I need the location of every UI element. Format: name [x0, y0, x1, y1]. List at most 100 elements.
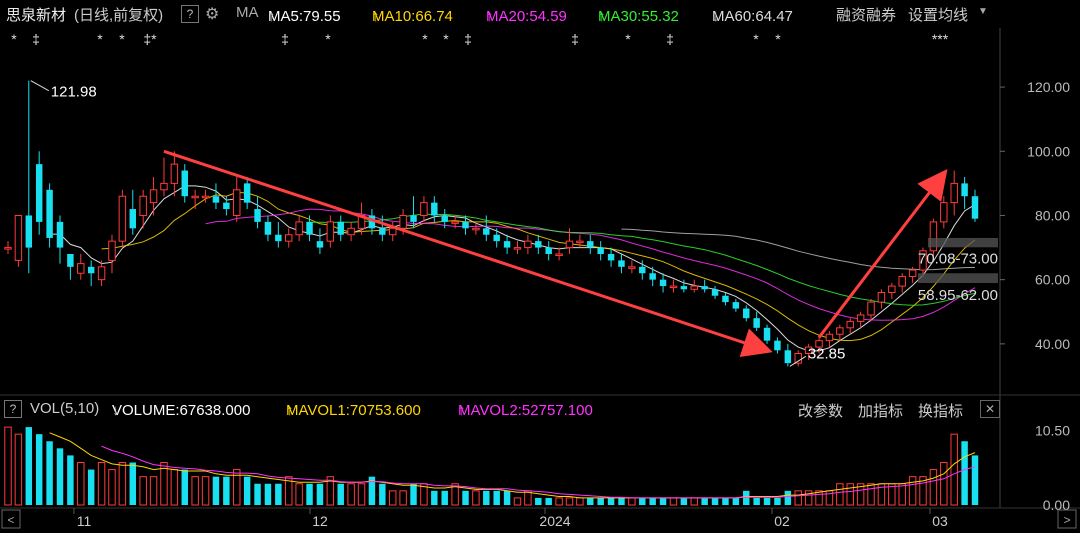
- volume-bar[interactable]: [618, 497, 625, 505]
- volume-bar[interactable]: [201, 476, 210, 506]
- candle-body[interactable]: [399, 214, 407, 229]
- candle-body[interactable]: [223, 202, 230, 210]
- event-marker[interactable]: ‡: [464, 31, 472, 47]
- candle-body[interactable]: [825, 333, 834, 342]
- candle-body[interactable]: [212, 196, 220, 203]
- candle-body[interactable]: [940, 202, 948, 223]
- volume-bar[interactable]: [129, 462, 136, 506]
- volume-bar[interactable]: [441, 490, 448, 505]
- candle-body[interactable]: [524, 240, 532, 249]
- candle-body[interactable]: [555, 253, 563, 256]
- volume-bar[interactable]: [961, 441, 968, 505]
- volume-bar[interactable]: [753, 497, 760, 505]
- candle-body[interactable]: [493, 234, 500, 242]
- stock-name[interactable]: 思泉新材: [6, 7, 67, 24]
- candle-body[interactable]: [46, 189, 53, 238]
- candle-body[interactable]: [326, 221, 335, 242]
- scroll-right-button[interactable]: [1057, 509, 1077, 529]
- event-marker[interactable]: *: [422, 31, 428, 47]
- candle-body[interactable]: [587, 241, 594, 248]
- volume-bar[interactable]: [940, 462, 948, 506]
- volume-bar[interactable]: [306, 483, 313, 505]
- candle-body[interactable]: [420, 202, 428, 216]
- volume-bar[interactable]: [191, 476, 199, 506]
- volume-bar[interactable]: [295, 483, 303, 506]
- candle-body[interactable]: [753, 318, 760, 328]
- candle-body[interactable]: [669, 285, 678, 289]
- candle-body[interactable]: [129, 209, 136, 229]
- chevron-right-icon[interactable]: >: [1063, 513, 1070, 527]
- candle-body[interactable]: [233, 189, 241, 216]
- volume-bar[interactable]: [607, 497, 615, 505]
- candle-body[interactable]: [295, 221, 303, 236]
- volume-bar[interactable]: [243, 476, 251, 505]
- volume-bar[interactable]: [4, 426, 12, 506]
- candle-body[interactable]: [597, 247, 604, 254]
- volume-bar[interactable]: [908, 476, 917, 506]
- event-marker[interactable]: *: [775, 31, 781, 47]
- candle-body[interactable]: [181, 170, 188, 197]
- caret-down-icon[interactable]: ▼: [978, 6, 988, 17]
- volume-bar[interactable]: [846, 483, 854, 506]
- candle-body[interactable]: [4, 247, 12, 250]
- candle-body[interactable]: [264, 221, 272, 235]
- candle-body[interactable]: [576, 240, 584, 244]
- volume-bar[interactable]: [669, 497, 678, 506]
- candle-body[interactable]: [462, 221, 469, 229]
- candle-body[interactable]: [337, 221, 344, 235]
- candle-body[interactable]: [618, 260, 625, 267]
- candle-body[interactable]: [919, 250, 927, 271]
- candle-body[interactable]: [285, 234, 293, 242]
- volume-bar[interactable]: [67, 455, 74, 505]
- candle-body[interactable]: [191, 195, 199, 199]
- volume-bar[interactable]: [451, 483, 459, 506]
- volume-bar[interactable]: [181, 469, 188, 505]
- candle-body[interactable]: [201, 195, 210, 199]
- candle-body[interactable]: [628, 266, 636, 269]
- candle-body[interactable]: [856, 314, 865, 322]
- volume-bar[interactable]: [357, 483, 366, 506]
- add-indicator-button[interactable]: 加指标: [858, 403, 904, 420]
- candle-body[interactable]: [14, 214, 23, 261]
- candle-body[interactable]: [607, 253, 615, 261]
- ma-settings-button[interactable]: 设置均线: [908, 7, 969, 24]
- volume-bar[interactable]: [587, 497, 594, 505]
- volume-bar[interactable]: [285, 476, 293, 506]
- candle-body[interactable]: [804, 346, 813, 354]
- switch-indicator-button[interactable]: 换指标: [918, 403, 964, 420]
- volume-bar[interactable]: [628, 497, 636, 506]
- volume-bar[interactable]: [794, 490, 802, 506]
- candle-body[interactable]: [513, 247, 522, 250]
- event-marker[interactable]: ‡: [571, 31, 579, 47]
- volume-bar[interactable]: [919, 476, 927, 506]
- volume-bar[interactable]: [77, 462, 85, 506]
- volume-bar[interactable]: [410, 483, 417, 505]
- volume-bar[interactable]: [815, 490, 823, 506]
- candle-body[interactable]: [690, 285, 698, 290]
- candle-body[interactable]: [160, 182, 168, 191]
- volume-bar[interactable]: [597, 497, 604, 505]
- event-marker[interactable]: *: [753, 31, 759, 47]
- volume-bar[interactable]: [971, 455, 979, 505]
- event-marker[interactable]: *: [97, 31, 103, 47]
- candle-body[interactable]: [794, 352, 802, 364]
- candle-body[interactable]: [243, 183, 251, 203]
- candle-body[interactable]: [67, 253, 74, 267]
- candle-body[interactable]: [961, 183, 968, 197]
- volume-bar[interactable]: [732, 497, 740, 505]
- volume-bar[interactable]: [639, 497, 646, 505]
- candle-body[interactable]: [118, 195, 127, 242]
- candle-body[interactable]: [732, 302, 740, 309]
- candle-body[interactable]: [170, 163, 179, 184]
- candle-body[interactable]: [275, 234, 282, 242]
- volume-bar[interactable]: [149, 476, 158, 506]
- volume-bar[interactable]: [493, 490, 500, 505]
- candle-body[interactable]: [441, 215, 448, 222]
- volume-bar[interactable]: [659, 497, 667, 505]
- volume-bar[interactable]: [711, 497, 719, 505]
- event-marker[interactable]: ***: [932, 31, 949, 47]
- candle-body[interactable]: [877, 292, 886, 303]
- volume-bar[interactable]: [347, 483, 355, 506]
- volume-bar[interactable]: [722, 497, 729, 505]
- candle-body[interactable]: [908, 269, 917, 277]
